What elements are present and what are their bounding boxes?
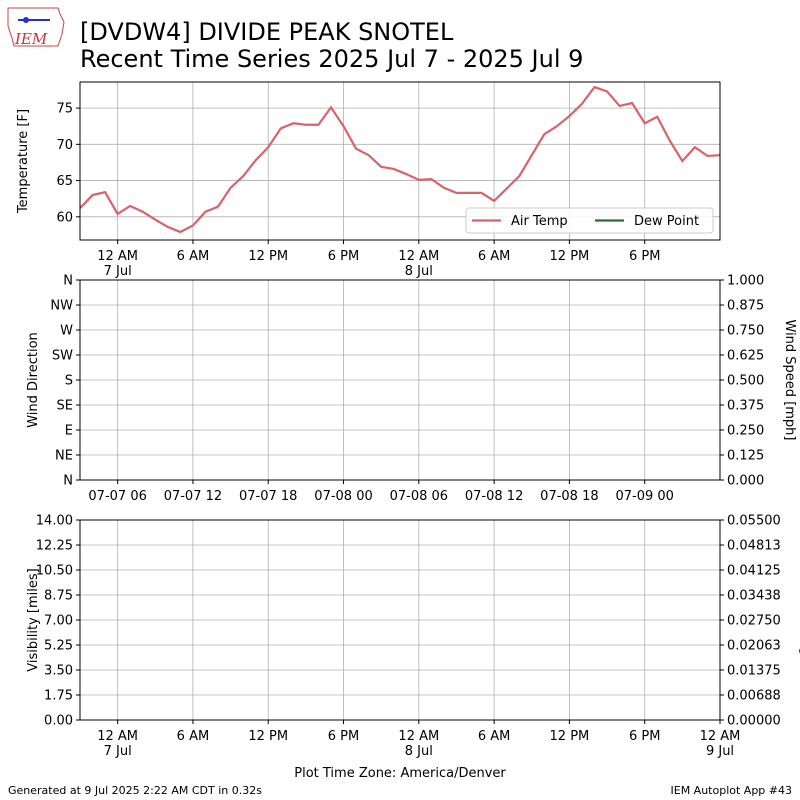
y2-tick-label: 0.03438: [727, 589, 781, 604]
y2-tick-label: 1.000: [727, 274, 764, 289]
legend: Air Temp Dew Point: [465, 207, 714, 234]
y-tick-label: N: [63, 474, 73, 489]
y2-tick-label: 0.02063: [727, 639, 781, 654]
y-tick-label: 75: [56, 102, 73, 117]
x-tick-label: 12 PM: [550, 249, 590, 264]
x-tick-label: 6 AM: [478, 249, 511, 264]
y-tick-label: 3.50: [44, 664, 73, 679]
y2-tick-label: 0.00000: [727, 714, 781, 729]
x-tick-label: 12 PM: [550, 729, 590, 744]
y2-tick-label: 0.750: [727, 324, 764, 339]
x-tick-label: 07-09 00: [615, 489, 673, 504]
legend-label: Air Temp: [511, 214, 568, 229]
logo-text: IEM: [14, 30, 48, 48]
y-axis-label: Visibility [miles]: [26, 568, 41, 671]
footer-left: Generated at 9 Jul 2025 2:22 AM CDT in 0…: [8, 784, 262, 797]
legend-label: Dew Point: [634, 214, 699, 229]
x-tick-label: 6 PM: [629, 249, 660, 264]
y-tick-label: 7.00: [44, 614, 73, 629]
x-tick-label: 6 PM: [328, 729, 359, 744]
x-tick-label: 12 AM 9 Jul: [700, 729, 741, 759]
y2-tick-label: 0.875: [727, 299, 764, 314]
x-tick-label: 07-08 00: [314, 489, 372, 504]
x-tick-label: 6 AM: [177, 729, 210, 744]
panel: 60 65 70 75 12 AM 7 Jul 6 AM 12 PM 6 PM 12 AM 8 Ju…: [16, 81, 721, 279]
footer-right: IEM Autoplot App #43: [671, 784, 793, 797]
logo-dot: [23, 17, 29, 23]
series-line: [80, 85, 720, 234]
y2-tick-label: 0.500: [727, 374, 764, 389]
x-tick-label: 12 AM 8 Jul: [398, 249, 439, 279]
plot-frame: [79, 519, 721, 721]
x-tick-label: 07-08 12: [465, 489, 523, 504]
y2-tick-label: 0.02750: [727, 614, 781, 629]
x-tick-label: 07-08 18: [540, 489, 598, 504]
y-axis-label: Temperature [F]: [16, 109, 31, 214]
y2-tick-label: 0.125: [727, 449, 764, 464]
y-tick-label: SE: [57, 399, 73, 414]
x-tick-label: 6 AM: [478, 729, 511, 744]
x-tick-label: 12 PM: [248, 249, 288, 264]
legend-box: [465, 207, 714, 234]
y2-tick-label: 0.625: [727, 349, 764, 364]
y-tick-label: 70: [56, 138, 73, 153]
title: [DVDW4] DIVIDE PEAK SNOTEL: [80, 18, 454, 46]
y-tick-label: 65: [56, 174, 73, 189]
x-tick-label: 07-07 06: [88, 489, 146, 504]
y-tick-label: SW: [52, 349, 73, 364]
y-tick-label: NE: [55, 449, 73, 464]
y2-tick-label: 0.250: [727, 424, 764, 439]
y-tick-label: W: [60, 324, 73, 339]
y2-tick-label: 0.04813: [727, 539, 781, 554]
y2-tick-label: 0.00688: [727, 689, 781, 704]
y2-tick-label: 0.05500: [727, 514, 781, 529]
y-tick-label: N: [63, 274, 73, 289]
y-axis-label: Wind Direction: [26, 332, 41, 428]
y2-axis-label: Wind Speed [mph]: [782, 320, 797, 441]
y2-axis-label: Overcast Ceiling [k ft]: [798, 549, 800, 691]
y-tick-label: 1.75: [44, 689, 73, 704]
panel: 0.00 1.75 3.50 5.25 7.00 8.75 10.50 12.25 14.00 1…: [26, 514, 800, 782]
y-tick-label: 5.25: [44, 639, 73, 654]
x-tick-label: 6 PM: [629, 729, 660, 744]
x-tick-label: 07-07 18: [239, 489, 297, 504]
y-tick-label: 12.25: [36, 539, 73, 554]
subtitle: Recent Time Series 2025 Jul 7 - 2025 Jul…: [80, 45, 583, 73]
x-tick-label: 12 AM 7 Jul: [97, 729, 138, 759]
y-tick-label: 14.00: [36, 514, 73, 529]
y2-tick-label: 0.01375: [727, 664, 781, 679]
x-tick-label: 6 PM: [328, 249, 359, 264]
logo: IEM: [7, 7, 65, 48]
y-tick-label: 10.50: [36, 564, 73, 579]
y-tick-label: 0.00: [44, 714, 73, 729]
y2-tick-label: 0.375: [727, 399, 764, 414]
x-tick-label: 12 AM 8 Jul: [398, 729, 439, 759]
y2-tick-label: 0.000: [727, 474, 764, 489]
x-tick-label: 12 PM: [248, 729, 288, 744]
panel: N NE E SE S SW W NW N 07-07 06 07-07 12 07-07 18 07-…: [26, 274, 797, 505]
y-tick-label: S: [65, 374, 73, 389]
x-tick-label: 12 AM 7 Jul: [97, 249, 138, 279]
y-tick-label: 8.75: [44, 589, 73, 604]
y-tick-label: 60: [56, 210, 73, 225]
plot-frame: [79, 81, 721, 241]
plot-frame: [79, 279, 721, 481]
logo-outline: [7, 7, 65, 47]
y2-tick-label: 0.04125: [727, 564, 781, 579]
x-tick-label: 07-07 12: [164, 489, 222, 504]
y-tick-label: E: [65, 424, 73, 439]
x-tick-label: 6 AM: [177, 249, 210, 264]
x-tick-label: 07-08 06: [390, 489, 448, 504]
y-tick-label: NW: [50, 299, 73, 314]
x-axis-label: Plot Time Zone: America/Denver: [294, 766, 506, 781]
